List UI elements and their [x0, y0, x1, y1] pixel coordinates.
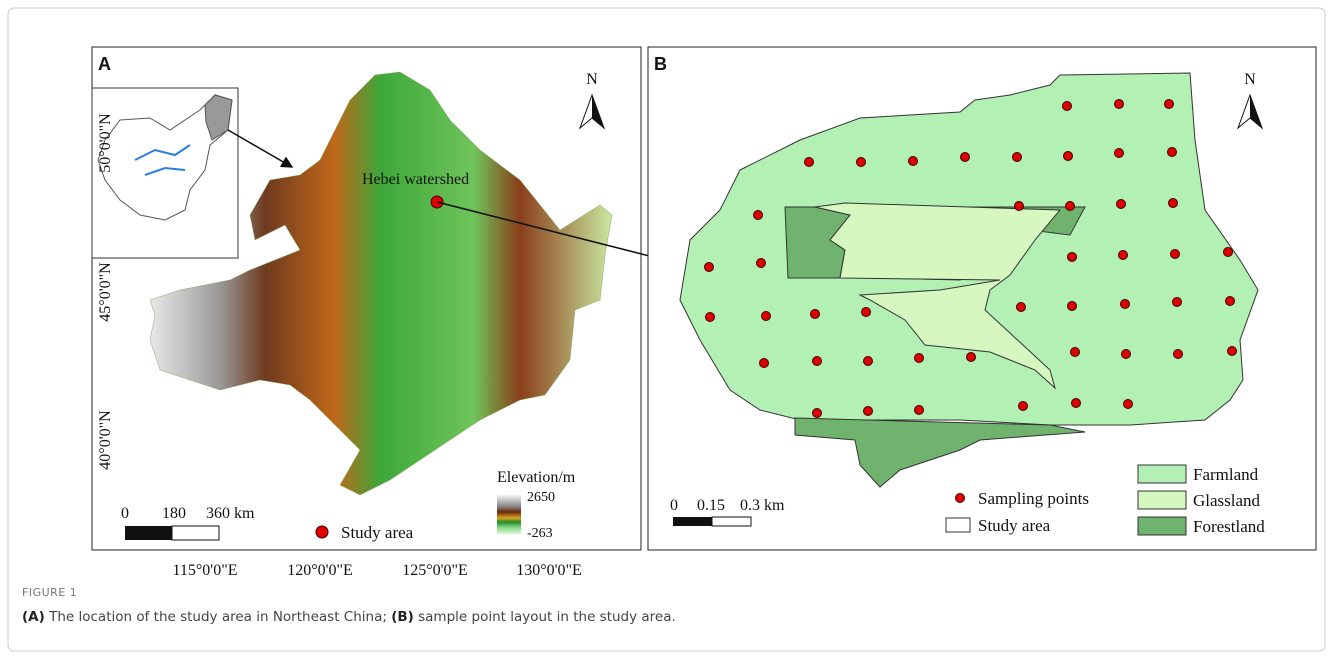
- sampling-point: [967, 353, 976, 362]
- site-label: Hebei watershed: [362, 171, 469, 188]
- scale-label: 0.3 km: [740, 497, 785, 514]
- sampling-point: [1174, 350, 1183, 359]
- sampling-point: [1169, 199, 1178, 208]
- sampling-point: [862, 308, 871, 317]
- sampling-point: [1017, 303, 1026, 312]
- sampling-point: [1173, 298, 1182, 307]
- legend-swatch: [1138, 491, 1186, 509]
- sampling-point: [1168, 148, 1177, 157]
- legend-title: Elevation/m: [497, 469, 576, 486]
- sampling-point: [762, 312, 771, 321]
- caption-tag: (B): [391, 609, 414, 625]
- sampling-point: [915, 354, 924, 363]
- sampling-point: [813, 409, 822, 418]
- legend-label: Forestland: [1193, 517, 1265, 536]
- legend-swatch: [946, 518, 970, 532]
- scale-bar: [172, 526, 219, 540]
- legend-label: Farmland: [1193, 465, 1259, 484]
- sampling-point: [1165, 100, 1174, 109]
- scale-label: 0.15: [697, 497, 725, 514]
- legend-max: 2650: [527, 490, 555, 505]
- sampling-point: [1013, 153, 1022, 162]
- sampling-point: [1119, 251, 1128, 260]
- legend-swatch: [1138, 465, 1186, 483]
- scale-label: 180: [162, 505, 186, 522]
- caption-tag: (A): [22, 609, 45, 625]
- north-label: N: [586, 71, 598, 88]
- legend-label: Study area: [341, 523, 414, 542]
- caption: FIGURE 1 (A) The location of the study a…: [22, 586, 676, 625]
- legend-swatch: [1138, 517, 1186, 535]
- panel-label: A: [98, 54, 111, 74]
- legend-marker: [316, 526, 328, 538]
- legend-label: Sampling points: [978, 489, 1089, 508]
- latitude-label: 50°0'0"N: [97, 113, 114, 173]
- sampling-point: [1226, 297, 1235, 306]
- longitude-label: 125°0'0"E: [402, 562, 468, 579]
- sampling-point: [909, 157, 918, 166]
- legend-label: Glassland: [1193, 491, 1261, 510]
- sampling-point: [813, 357, 822, 366]
- sampling-point: [811, 310, 820, 319]
- legend-min: -263: [527, 526, 553, 541]
- panel-label: B: [654, 54, 667, 74]
- sampling-point: [760, 359, 769, 368]
- sampling-point: [754, 211, 763, 220]
- sampling-point: [706, 313, 715, 322]
- figure-label: FIGURE 1: [22, 586, 676, 599]
- sampling-point: [705, 263, 714, 272]
- sampling-point: [1066, 202, 1075, 211]
- sampling-point: [857, 158, 866, 167]
- sampling-point: [1068, 302, 1077, 311]
- sampling-point: [1015, 202, 1024, 211]
- sampling-point: [1228, 347, 1237, 356]
- caption-text: (A) The location of the study area in No…: [22, 609, 676, 625]
- sampling-point: [1072, 399, 1081, 408]
- caption-part: sample point layout in the study area.: [414, 609, 676, 625]
- scale-bar: [673, 517, 712, 526]
- sampling-point: [1171, 250, 1180, 259]
- longitude-label: 120°0'0"E: [287, 562, 353, 579]
- sampling-point: [864, 407, 873, 416]
- legend-marker: [956, 494, 965, 503]
- elevation-bar: [497, 494, 521, 534]
- scale-label: 360 km: [206, 505, 255, 522]
- sampling-point: [805, 158, 814, 167]
- sampling-point: [1071, 348, 1080, 357]
- sampling-point: [1115, 149, 1124, 158]
- sampling-point: [915, 406, 924, 415]
- sampling-point: [1117, 200, 1126, 209]
- scale-label: 0: [670, 497, 678, 514]
- longitude-label: 130°0'0"E: [516, 562, 582, 579]
- north-label: N: [1244, 71, 1256, 88]
- sampling-point: [864, 357, 873, 366]
- sampling-point: [961, 153, 970, 162]
- sampling-point: [1121, 300, 1130, 309]
- sampling-point: [1019, 402, 1028, 411]
- sampling-point: [1224, 248, 1233, 257]
- scale-bar: [712, 517, 751, 526]
- page: A N Hebei watershed 50°0'0"N 45°0'0"N 40°0…: [0, 0, 1333, 659]
- latitude-label: 40°0'0"N: [97, 410, 114, 470]
- sampling-point: [1124, 400, 1133, 409]
- scale-label: 0: [121, 505, 129, 522]
- figure: A N Hebei watershed 50°0'0"N 45°0'0"N 40°0…: [0, 0, 1333, 659]
- caption-part: The location of the study area in Northe…: [45, 609, 391, 625]
- sampling-point: [757, 259, 766, 268]
- scale-bar: [125, 526, 172, 540]
- sampling-point: [1115, 100, 1124, 109]
- legend-label: Study area: [978, 516, 1051, 535]
- latitude-label: 45°0'0"N: [97, 262, 114, 322]
- longitude-label: 115°0'0"E: [173, 562, 238, 579]
- sampling-point: [1064, 152, 1073, 161]
- sampling-point: [1122, 350, 1131, 359]
- sampling-point: [1063, 102, 1072, 111]
- sampling-point: [1068, 253, 1077, 262]
